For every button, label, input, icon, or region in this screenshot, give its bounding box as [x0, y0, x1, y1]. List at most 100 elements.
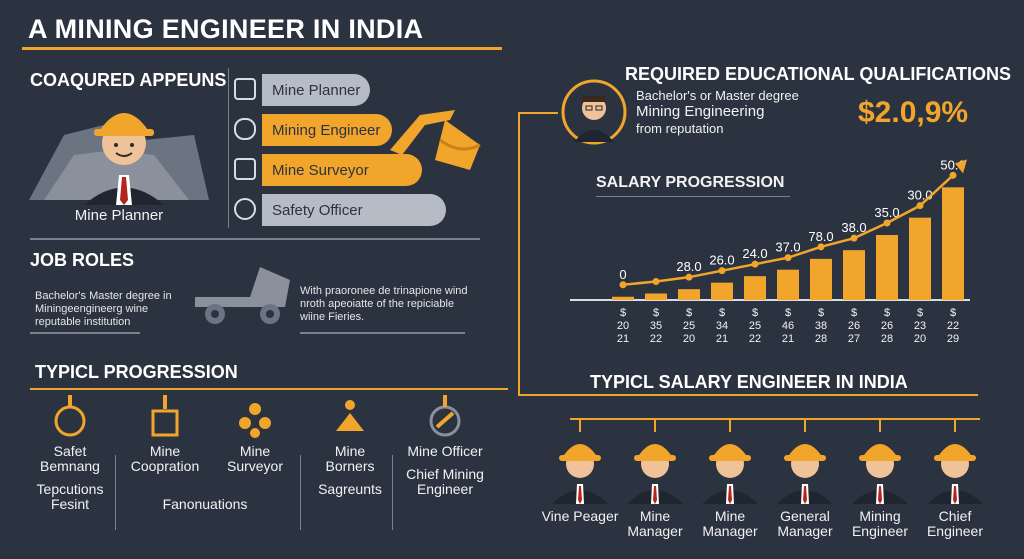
chart-data-label: 35.0 — [874, 205, 899, 220]
role-pill-safety-officer: Safety Officer — [262, 194, 446, 226]
miner-avatar-icon — [29, 113, 209, 205]
person-card: General Manager — [765, 418, 845, 539]
chart-tick-label: 29 — [947, 333, 959, 345]
chart-tick-label: 35 — [650, 320, 662, 332]
chart-tick-label: $ — [653, 307, 659, 319]
role-pill-mining-engineer: Mining Engineer — [262, 114, 392, 146]
chart-tick-label: 25 — [749, 320, 761, 332]
chart-trend-line — [622, 174, 954, 286]
chart-tick-label: $ — [884, 307, 890, 319]
chart-tick-label: 21 — [617, 333, 629, 345]
chart-tick-label: 26 — [848, 320, 860, 332]
person-title: Chief Engineer — [926, 508, 984, 539]
step-1-sub: Tepcutions Fesint — [36, 481, 104, 512]
edu-line-3: from reputation — [636, 121, 724, 136]
engineer-avatar-icon — [777, 444, 833, 504]
job-roles-text-right: With praoronee de trinapione wind nroth … — [300, 285, 468, 323]
chart-bar — [744, 276, 766, 300]
network-icon — [151, 395, 179, 437]
chart-tick-label: $ — [752, 307, 758, 319]
lightbulb-icon — [234, 198, 256, 220]
step-4-label: Mine Borners — [325, 443, 375, 474]
chart-tick-label: 38 — [815, 320, 827, 332]
person-card: Mine Manager — [690, 418, 770, 539]
salary-heading: SALARY PROGRESSION — [596, 174, 785, 191]
progression-steps: Safet Bemnang Tepcutions Fesint Mine Coo… — [30, 395, 500, 535]
chart-data-label: 24.0 — [742, 246, 767, 261]
chart-tick-label: $ — [917, 307, 923, 319]
chart-tick-label: $ — [719, 307, 725, 319]
chart-bar — [612, 296, 634, 300]
step-1: Safet Bemnang Tepcutions Fesint — [30, 395, 110, 512]
job-roles-heading: JOB ROLES — [30, 250, 135, 270]
step-5: Mine Officer Chief Mining Engineer — [395, 395, 495, 497]
chart-tick-label: 22 — [947, 320, 959, 332]
section-divider-1 — [30, 238, 480, 240]
edu-heading: REQUIRED EDUCATIONAL QUALIFICATIONS — [625, 64, 1011, 84]
chart-data-label: 30.0 — [907, 188, 932, 203]
chart-tick-label: $ — [686, 307, 692, 319]
engineer-avatar-icon — [627, 444, 683, 504]
left-heading: COAQURED APPEUNS — [30, 70, 227, 90]
chart-bar — [909, 217, 931, 300]
engineer-avatar-icon — [852, 444, 908, 504]
step-2: Mine Coopration — [125, 395, 205, 474]
step-divider-2 — [300, 455, 301, 530]
step-5-label: Mine Officer — [407, 443, 483, 459]
edu-line-2: Mining Engineering — [636, 103, 765, 120]
avatar-illustration: Mine Planner — [24, 95, 214, 225]
chart-tick-label: 25 — [683, 320, 695, 332]
chart-data-label: 0 — [619, 267, 626, 282]
chart-tick-label: 20 — [683, 333, 695, 345]
chart-bar — [645, 293, 667, 300]
page-title: A MINING ENGINEER IN INDIA — [28, 14, 424, 44]
computer-icon — [234, 158, 256, 180]
bottom-connector-rule — [570, 418, 980, 420]
badge-icon — [54, 395, 86, 437]
section-divider-2b — [300, 332, 465, 334]
salary-heading-rule — [596, 196, 790, 197]
chart-bar — [777, 269, 799, 300]
graduate-avatar-icon — [561, 79, 627, 145]
typical-heading: TYPICL PROGRESSION — [35, 362, 238, 382]
chart-tick-label: $ — [620, 307, 626, 319]
chart-point — [817, 243, 825, 251]
chart-bar — [810, 258, 832, 300]
chart-bar — [678, 289, 700, 300]
person-title: General Manager — [777, 508, 833, 539]
job-roles-text-left: Bachelor's Master degree in Miningeengin… — [35, 290, 172, 328]
edu-stat: $2.0,9% — [858, 96, 969, 129]
person-card: Vine Peager — [540, 418, 620, 524]
chart-bar — [711, 282, 733, 300]
right-bottom-rule — [518, 394, 978, 396]
chart-tick-label: 23 — [914, 320, 926, 332]
chart-point — [685, 273, 693, 281]
step-3: Mine Surveyor — [215, 395, 295, 474]
person-title: Mine Manager — [627, 508, 683, 539]
chart-tick-label: 21 — [782, 333, 794, 345]
role-divider — [228, 68, 229, 228]
chart-data-label: 38.0 — [841, 220, 866, 235]
chart-tick-label: 22 — [650, 333, 662, 345]
chart-point — [916, 202, 924, 210]
chart-data-label: 26.0 — [709, 253, 734, 268]
step-3-label: Mine Surveyor — [226, 443, 284, 474]
helmet-icon — [336, 400, 364, 431]
chart-point — [652, 278, 660, 285]
chart-tick-label: $ — [950, 307, 956, 319]
avatar-caption: Mine Planner — [74, 207, 164, 224]
chart-tick-label: 22 — [749, 333, 761, 345]
chart-data-label: 78.0 — [808, 229, 833, 244]
chart-point — [883, 219, 891, 227]
dump-truck-icon — [195, 267, 290, 324]
chart-point — [718, 267, 726, 275]
step-2-label: Mine Coopration — [130, 443, 200, 474]
chart-tick-label: 46 — [782, 320, 794, 332]
chart-point — [949, 171, 957, 179]
chart-point — [850, 234, 858, 242]
chart-tick-label: 26 — [881, 320, 893, 332]
step-4-sub: Sagreunts — [318, 481, 382, 497]
chart-tick-label: 34 — [716, 320, 728, 332]
excavator-icon — [390, 110, 481, 170]
right-rule-tick — [518, 112, 558, 114]
